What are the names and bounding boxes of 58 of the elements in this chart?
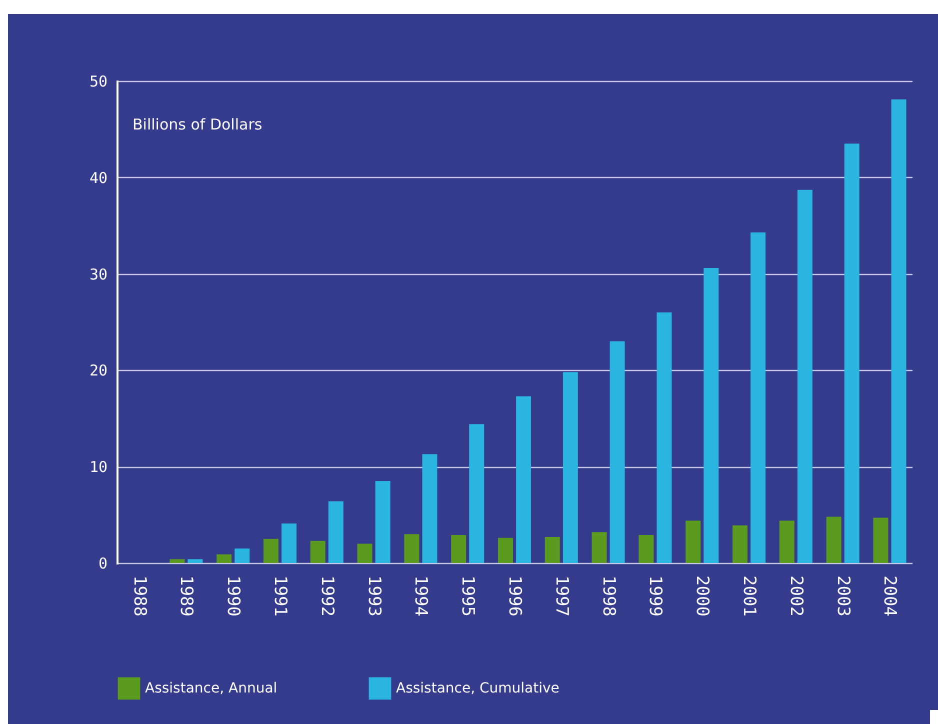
bar [234,548,250,563]
bar [310,540,326,563]
bar [732,525,748,563]
x-tick-label: 2000 [692,576,712,616]
x-tick-label: 1990 [223,576,244,616]
y-axis-title: Billions of Dollars [132,116,262,134]
bar [797,190,812,563]
bar [451,535,466,563]
y-tick-label: 50 [89,72,108,90]
x-tick-label: 2002 [786,576,806,616]
bar [638,535,654,563]
x-tick-label: 1992 [316,576,337,616]
bar [357,544,372,563]
x-tick-label: 2004 [880,576,900,616]
bar [544,536,560,563]
y-tick-label: 40 [89,168,108,187]
x-tick-label: 1998 [598,576,618,616]
x-tick-label: 1993 [364,576,384,616]
bar [469,424,484,563]
legend-label: Assistance, Annual [145,680,278,696]
bar [422,454,438,563]
x-tick-label: 1995 [458,576,478,616]
x-tick-label: 1991 [270,576,290,616]
y-tick-label: 20 [89,362,108,380]
bar [282,523,297,563]
x-tick-label: 1988 [129,576,150,616]
x-tick-label: 1996 [504,576,524,616]
bar [188,559,203,563]
bar [592,532,607,563]
bar [404,534,420,563]
bar [610,341,625,563]
bar [750,232,766,563]
bar [498,538,513,563]
bar [704,268,719,563]
y-tick-label: 0 [98,554,108,572]
bar [873,518,888,563]
y-tick-label: 10 [89,458,108,476]
bar [891,99,906,563]
x-tick-label: 2003 [832,576,853,616]
legend-label: Assistance, Cumulative [396,680,560,696]
x-tick-label: 2001 [739,576,760,616]
bar [170,559,185,563]
y-tick-label: 30 [89,265,108,284]
bar [375,481,390,563]
x-tick-label: 1997 [551,576,572,616]
bar [686,520,701,563]
bar [656,312,672,563]
bar [216,554,232,563]
bar [826,516,842,563]
bar [328,501,344,563]
x-tick-label: 1999 [645,576,666,616]
bar [263,538,278,563]
x-tick-label: 1989 [176,576,196,616]
bar [779,520,794,563]
x-tick-label: 1994 [410,576,431,616]
bar [516,396,532,563]
bar [562,372,578,563]
bar [844,144,860,563]
